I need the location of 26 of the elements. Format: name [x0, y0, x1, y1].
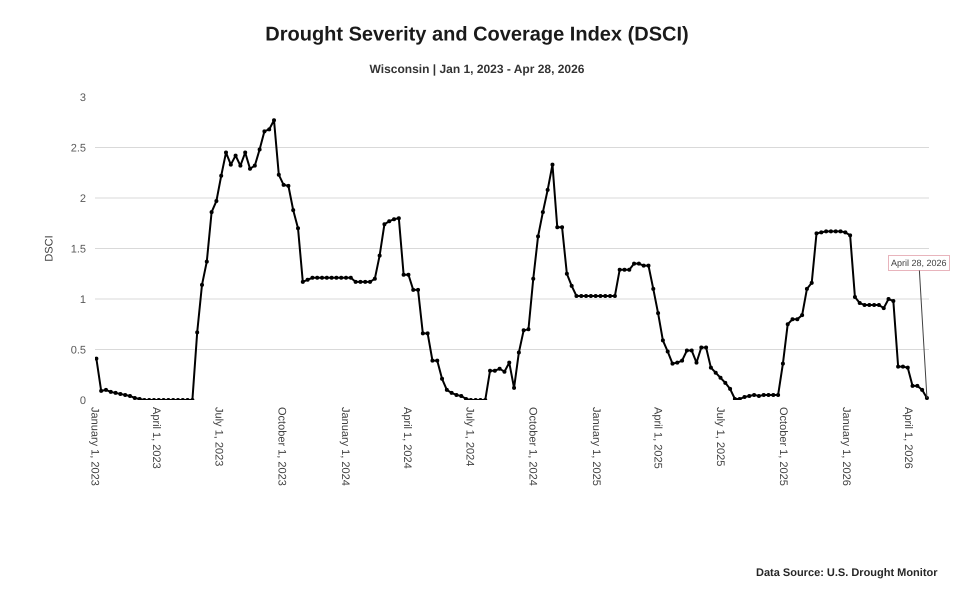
x-tick-label: October 1, 2024 [526, 407, 539, 486]
x-tick-label: April 1, 2024 [401, 407, 414, 469]
y-tick-label: 0.5 [70, 344, 86, 356]
x-tick-label: April 1, 2026 [902, 407, 914, 469]
y-axis-title: DSCI [43, 235, 56, 262]
y-tick-label: 2 [80, 192, 86, 205]
x-tick-label: April 1, 2023 [150, 407, 162, 469]
x-tick-label: January 1, 2025 [590, 407, 602, 486]
x-tick-label: April 1, 2025 [652, 407, 664, 469]
y-tick-label: 3 [80, 92, 86, 104]
x-tick-label: October 1, 2025 [777, 407, 790, 486]
x-tick-label: July 1, 2025 [714, 407, 726, 466]
y-tick-label: 2.5 [70, 142, 86, 154]
y-tick-label: 1 [80, 294, 86, 306]
chart-title: Drought Severity and Coverage Index (DSCI) [265, 24, 689, 46]
x-tick-label: July 1, 2023 [212, 407, 225, 466]
y-tick-label: 1.5 [70, 243, 86, 256]
source-note: Data Source: U.S. Drought Monitor [756, 567, 938, 579]
x-tick-label: January 1, 2024 [338, 407, 351, 486]
x-tick-label: July 1, 2024 [464, 407, 476, 466]
x-tick-label: January 1, 2023 [88, 407, 100, 486]
x-tick-label: October 1, 2023 [276, 407, 288, 486]
chart-subtitle: Wisconsin | Jan 1, 2023 - Apr 28, 2026 [370, 62, 585, 76]
annotation: April 28, 2026 [891, 258, 947, 268]
x-tick-label: January 1, 2026 [840, 407, 852, 486]
y-tick-label: 0 [80, 394, 86, 407]
